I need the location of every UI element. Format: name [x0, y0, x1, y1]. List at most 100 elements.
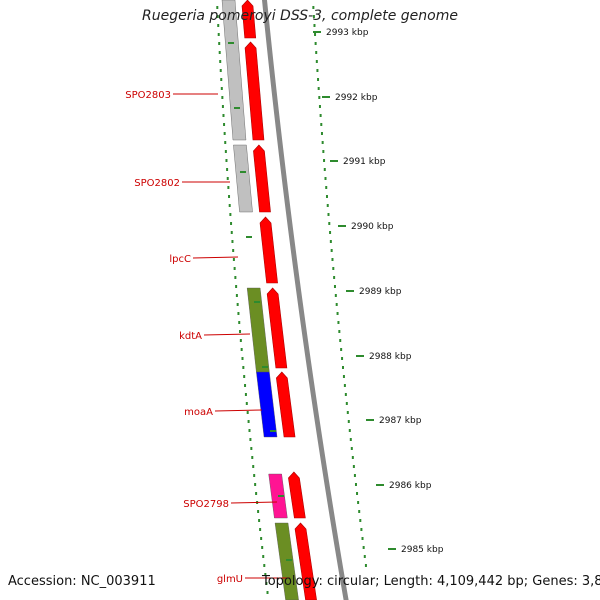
- tick-dot: [228, 195, 231, 198]
- gene-label-kdta: kdtA: [179, 331, 202, 342]
- cds-arrow: [288, 471, 306, 519]
- tick-label: 2991 kbp: [343, 157, 386, 167]
- tick-dot: [313, 24, 316, 27]
- tick-dot: [245, 402, 248, 405]
- tick-dot: [219, 60, 222, 63]
- tick-dot: [327, 213, 330, 216]
- inner-major-tick: [234, 107, 240, 109]
- gene-label-lpcc: lpcC: [169, 254, 191, 265]
- tick-dot: [314, 42, 317, 45]
- tick-dot: [232, 249, 235, 252]
- tick-dot: [354, 483, 357, 486]
- inner-major-tick: [262, 366, 268, 368]
- tick-dot: [218, 42, 221, 45]
- tick-dot: [323, 159, 326, 162]
- tick-label: 2988 kbp: [369, 352, 412, 362]
- tick-label: 2986 kbp: [389, 481, 432, 491]
- tick-dot: [336, 312, 339, 315]
- tick-label: 2989 kbp: [359, 287, 402, 297]
- tick-dot: [364, 564, 367, 567]
- tick-dot: [236, 303, 239, 306]
- tick-label: 2987 kbp: [379, 416, 422, 426]
- tick-dot: [244, 393, 247, 396]
- tick-dot: [263, 564, 266, 567]
- tick-dot: [343, 384, 346, 387]
- tick-dot: [360, 528, 363, 531]
- tick-dot: [226, 177, 229, 180]
- gene-block: [233, 144, 253, 213]
- cds-arrow: [266, 287, 288, 369]
- cog-gene-track: [221, 0, 299, 600]
- label-leader: [192, 256, 239, 259]
- tick-dot: [225, 159, 228, 162]
- gene-block: [274, 522, 299, 600]
- label-leader: [214, 409, 263, 412]
- inner-major-tick: [240, 171, 246, 173]
- inner-major-tick: [286, 559, 292, 561]
- tick-dot: [257, 510, 260, 513]
- tick-dot: [217, 24, 220, 27]
- genome-stats-text: Topology: circular; Length: 4,109,442 bp…: [262, 574, 600, 589]
- tick-dot: [319, 114, 322, 117]
- tick-dot: [244, 384, 247, 387]
- tick-dot: [351, 456, 354, 459]
- tick-dot: [352, 465, 355, 468]
- tick-dot: [221, 105, 224, 108]
- major-tick: [338, 225, 346, 227]
- tick-dot: [326, 204, 329, 207]
- tick-dot: [224, 150, 227, 153]
- tick-dot: [331, 258, 334, 261]
- gene-labels: SPO2803 SPO2802 lpcC kdtA moaA SPO2798 glmU: [125, 90, 290, 585]
- tick-dot: [237, 312, 240, 315]
- tick-dot: [223, 132, 226, 135]
- tick-dot: [260, 537, 263, 540]
- tick-dot: [259, 528, 262, 531]
- tick-dot: [315, 60, 318, 63]
- tick-dot: [233, 267, 236, 270]
- major-tick: [356, 355, 364, 357]
- tick-dot: [320, 123, 323, 126]
- tick-dot: [322, 150, 325, 153]
- tick-dot: [251, 456, 254, 459]
- tick-dot: [224, 141, 227, 144]
- tick-dot: [220, 87, 223, 90]
- tick-dot: [261, 546, 264, 549]
- tick-dot: [254, 483, 257, 486]
- tick-dot: [221, 96, 224, 99]
- major-tick: [322, 96, 330, 98]
- tick-dot: [353, 474, 356, 477]
- inner-major-tick: [278, 495, 284, 497]
- tick-label: 2990 kbp: [351, 222, 394, 232]
- tick-dot: [348, 429, 351, 432]
- tick-dot: [350, 447, 353, 450]
- tick-dot: [325, 195, 328, 198]
- tick-dot: [318, 105, 321, 108]
- tick-dot: [249, 438, 252, 441]
- tick-dot: [228, 204, 231, 207]
- tick-dot: [248, 429, 251, 432]
- tick-dot: [243, 375, 246, 378]
- tick-dot: [264, 573, 267, 576]
- tick-dot: [262, 555, 265, 558]
- inner-major-tick: [270, 430, 276, 432]
- label-leader: [203, 333, 251, 336]
- tick-dot: [330, 249, 333, 252]
- tick-dot: [227, 186, 230, 189]
- gene-label-spo2803: SPO2803: [125, 90, 171, 101]
- tick-dot: [234, 276, 237, 279]
- tick-dot: [218, 51, 221, 54]
- tick-dot: [239, 330, 242, 333]
- inner-major-tick: [228, 42, 234, 44]
- cds-arrow: [244, 41, 265, 141]
- major-tick: [366, 419, 374, 421]
- tick-dot: [362, 546, 365, 549]
- tick-dot: [341, 366, 344, 369]
- tick-dot: [341, 357, 344, 360]
- tick-dot: [345, 402, 348, 405]
- tick-dot: [324, 177, 327, 180]
- tick-dot: [217, 33, 220, 36]
- tick-dot: [239, 339, 242, 342]
- tick-dot: [223, 123, 226, 126]
- tick-label: 2985 kbp: [401, 545, 444, 555]
